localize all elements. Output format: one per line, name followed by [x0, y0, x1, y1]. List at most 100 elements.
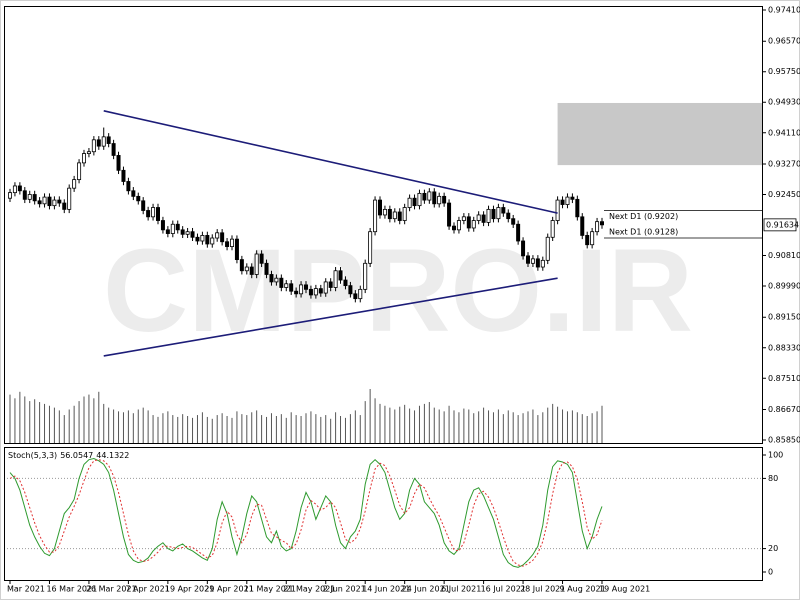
x-tick-label: 19 Apr 2021: [165, 585, 214, 594]
trendline: [103, 277, 558, 357]
candle-body: [550, 220, 555, 238]
candle-body: [32, 194, 37, 202]
candle-body: [155, 207, 160, 221]
candle-body: [353, 293, 358, 300]
price-pane-frame: [4, 6, 763, 444]
x-tick-label: Mar 2021: [7, 585, 45, 594]
candle-body: [368, 231, 373, 264]
y-tick-label: 0.94930: [768, 98, 800, 107]
candle-body: [377, 199, 382, 216]
candle-body: [42, 196, 47, 205]
candle-body: [461, 216, 466, 221]
candle-body: [205, 235, 210, 245]
candle-body: [121, 169, 126, 182]
candle-body: [447, 202, 452, 227]
candle-body: [328, 281, 333, 288]
candle-body: [590, 231, 595, 246]
candle-body: [190, 231, 195, 238]
candle-body: [560, 199, 565, 205]
candle-body: [289, 283, 294, 292]
candle-body: [585, 235, 590, 246]
candle-body: [575, 198, 580, 218]
x-tick-label: 7 Apr 2021: [125, 585, 169, 594]
candle-body: [180, 229, 185, 235]
y-tick-label: 0.89150: [768, 313, 800, 322]
candle-body: [52, 199, 57, 207]
candle-body: [264, 262, 269, 275]
candle-body: [521, 240, 526, 257]
candle-body: [407, 197, 412, 208]
candle-body: [27, 194, 32, 200]
candle-body: [22, 190, 27, 200]
candle-body: [526, 255, 531, 264]
candle-body: [254, 253, 259, 275]
candle-body: [234, 238, 239, 260]
indicator-line: [9, 457, 603, 568]
candle-body: [96, 139, 101, 147]
candle-body: [101, 136, 106, 147]
candle-body: [17, 185, 22, 192]
candle-body: [540, 259, 545, 268]
candle-body: [111, 143, 116, 156]
candle-body: [392, 211, 397, 220]
level-label: Next D1 (0.9202): [609, 212, 678, 221]
x-tick-label: 28 Jul 2021: [520, 585, 565, 594]
y-tick-label: 0.88330: [768, 343, 800, 352]
candle-body: [57, 199, 62, 204]
zone: [557, 102, 762, 166]
indicator-line: [9, 459, 603, 567]
candle-body: [496, 207, 501, 220]
candle-body: [136, 195, 141, 202]
candle-body: [175, 223, 180, 231]
x-tick-label: 16 Jul 2021: [481, 585, 526, 594]
x-tick-label: 19 Aug 2021: [599, 585, 650, 594]
y-tick-label: 0.87510: [768, 374, 800, 383]
candle-body: [313, 288, 318, 296]
candle-body: [195, 236, 200, 242]
candle-body: [294, 290, 299, 295]
candle-body: [86, 151, 91, 154]
candle-body: [451, 225, 456, 231]
indicator-signal-value: 44.1322: [96, 451, 129, 460]
indicator-title: Stoch(5,3,3): [8, 451, 57, 460]
candle-body: [402, 207, 407, 221]
x-tick-label: 24 Jun 2021: [402, 585, 450, 594]
candle-body: [62, 202, 67, 210]
x-tick-label: 6 Jul 2021: [441, 585, 481, 594]
candle-body: [249, 266, 254, 275]
candle-body: [77, 162, 82, 181]
candle-body: [299, 284, 304, 295]
candle-body: [82, 153, 87, 164]
candle-body: [580, 216, 585, 236]
y-tick-label: 0.92450: [768, 190, 800, 199]
candle-body: [565, 196, 570, 205]
y-tick-label: 0.96570: [768, 37, 800, 46]
candle-body: [466, 216, 471, 229]
candle-body: [126, 181, 131, 192]
candle-body: [511, 218, 516, 225]
y-tick-label: 0.89990: [768, 282, 800, 291]
x-tick-label: 14 Jun 2021: [362, 585, 410, 594]
candle-body: [215, 232, 220, 239]
candle-body: [284, 283, 289, 288]
y-tick-label: 0.94110: [768, 128, 800, 137]
candle-body: [91, 139, 96, 153]
x-tick-label: 11 May 2021: [244, 585, 296, 594]
candle-body: [200, 235, 205, 242]
candle-body: [471, 220, 476, 229]
candle-body: [220, 232, 225, 243]
candle-body: [131, 190, 136, 197]
candle-body: [382, 208, 387, 216]
candle-body: [501, 207, 506, 214]
indicator-pane-frame: [4, 447, 763, 581]
candle-body: [141, 200, 146, 211]
indicator-main-value: 56.0547: [60, 451, 93, 460]
candle-body: [412, 197, 417, 207]
x-tick-label: 16 Mar 2021: [46, 585, 97, 594]
candle-body: [535, 258, 540, 268]
candle-body: [481, 214, 486, 223]
candle-body: [165, 229, 170, 234]
indicator-y-tick-label: 20: [768, 544, 778, 553]
y-tick-label: 0.85850: [768, 436, 800, 445]
